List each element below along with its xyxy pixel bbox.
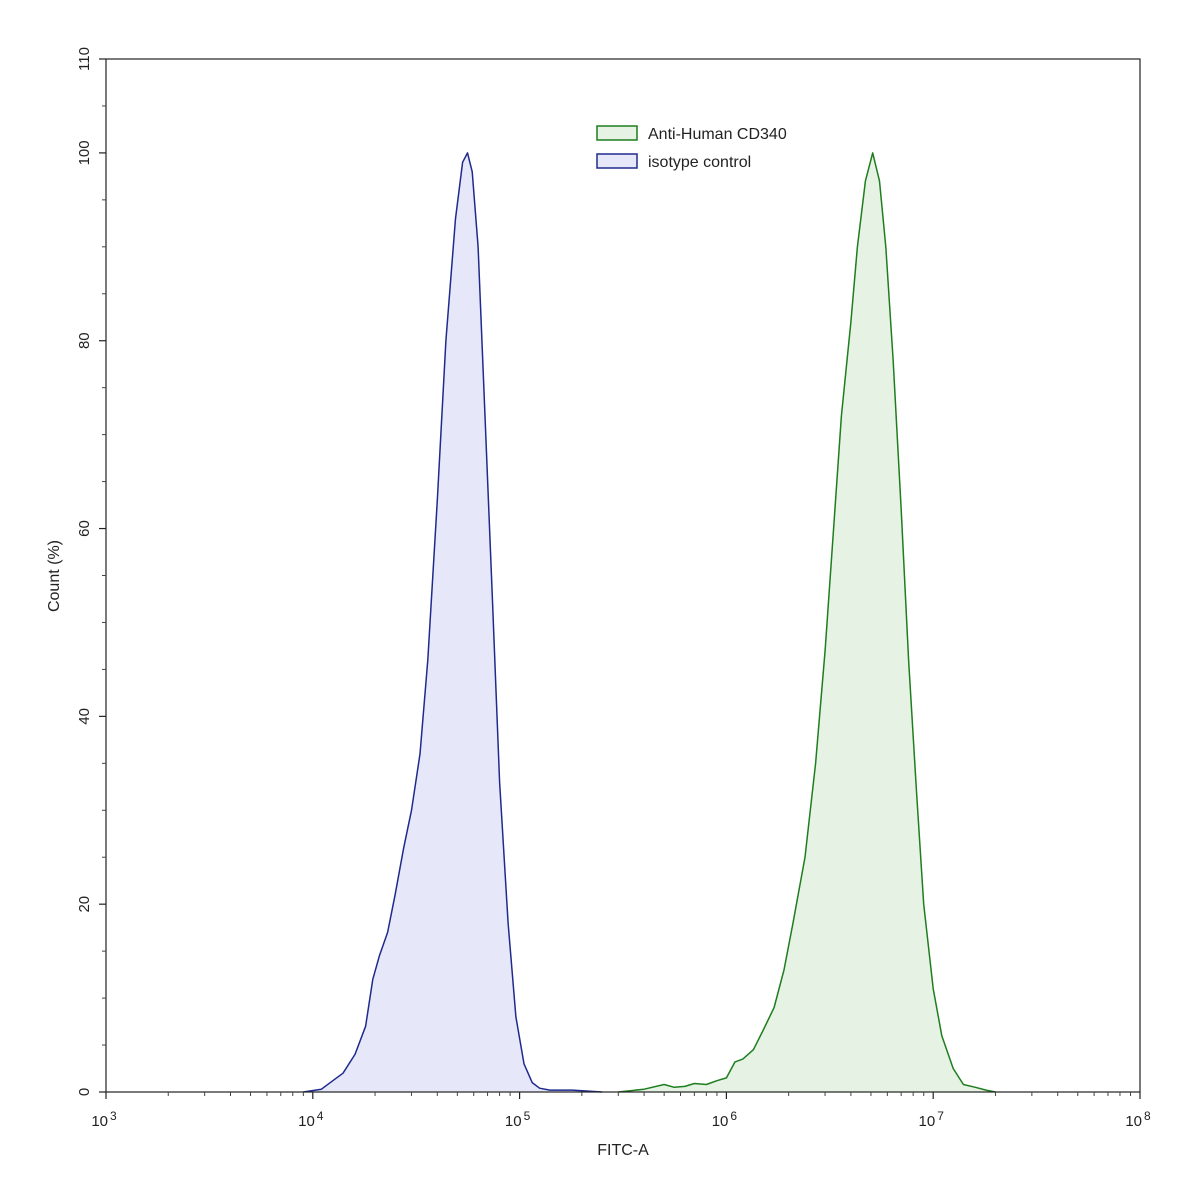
y-tick-label: 60 [76,520,93,537]
series-line-cd340 [618,152,996,1093]
legend-swatch-isotype [596,153,638,169]
x-tick-label: 10 3 [91,1109,117,1130]
y-tick-label: 40 [76,708,93,725]
y-tick-label: 20 [76,896,93,913]
legend-swatch-cd340 [596,125,638,141]
x-tick-label: 10 5 [505,1109,531,1130]
series-line-isotype [303,152,602,1093]
x-tick-label: 10 8 [1125,1109,1151,1130]
x-tick-label: 10 6 [712,1109,738,1130]
y-axis-title: Count (%) [46,540,63,612]
legend-label-isotype: isotype control [648,154,751,171]
x-tick-label: 10 4 [298,1109,324,1130]
axis-layer: 10 3 10 4 10 5 10 6 10 7 10 8 0 20 40 60 80 100 110 [76,47,1151,1130]
x-axis-title: FITC-A [597,1142,649,1159]
y-tick-label: 110 [76,47,93,71]
series-fill-cd340 [618,152,996,1092]
legend: Anti-Human CD340 isotype control [596,125,787,171]
series-fill-isotype [303,152,602,1092]
y-tick-label: 0 [76,1088,93,1096]
series-layer [303,152,996,1093]
x-tick-label: 10 7 [919,1109,945,1130]
y-tick-label: 80 [76,332,93,349]
legend-label-cd340: Anti-Human CD340 [648,126,787,143]
plot-frame [105,58,1141,1093]
y-tick-label: 100 [76,140,93,165]
